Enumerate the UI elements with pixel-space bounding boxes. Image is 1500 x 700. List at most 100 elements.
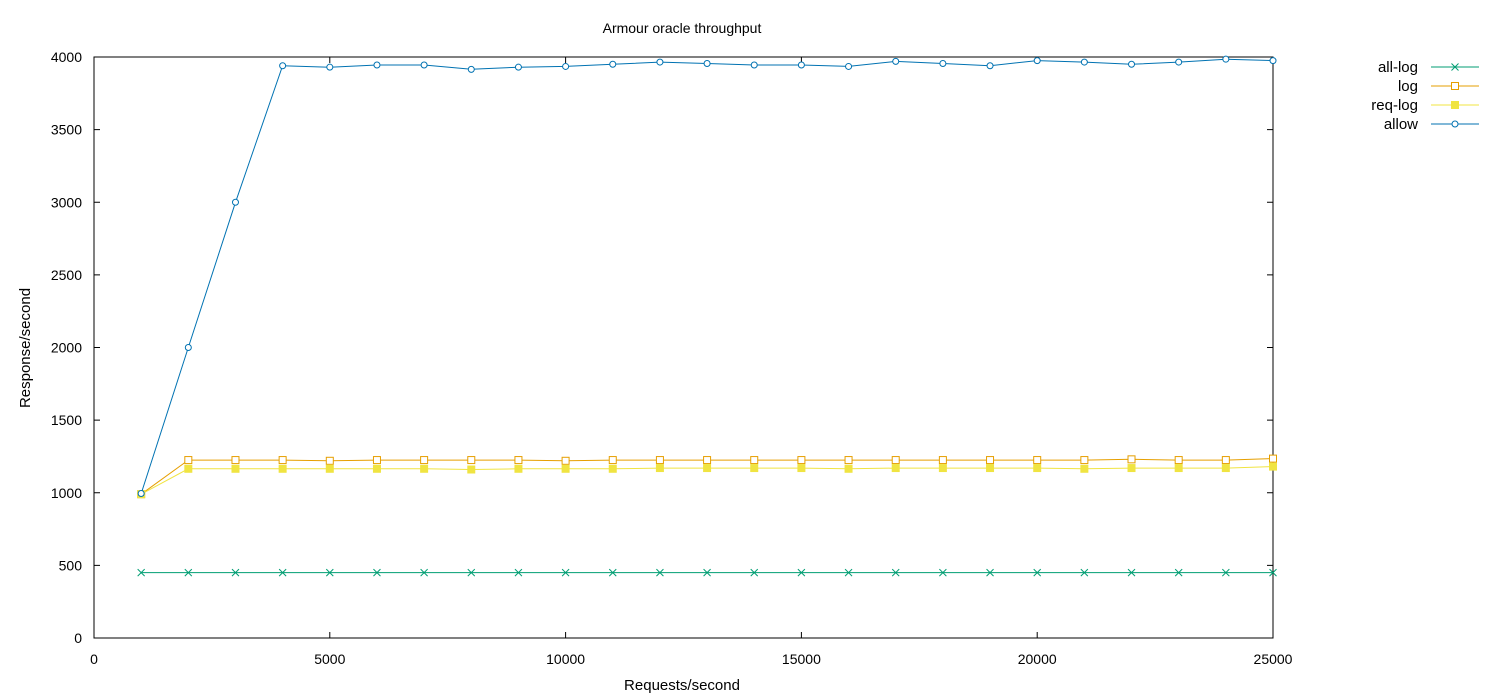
x-tick-label: 0	[90, 651, 98, 667]
data-point-log	[1033, 456, 1042, 465]
axis-ticks: 0 5000 10000 15000 20000 25000 0 500 1000 1500 200…	[51, 49, 1293, 667]
data-point-allow	[1222, 55, 1230, 63]
data-point-log	[184, 456, 193, 465]
plot-frame	[93, 56, 1274, 639]
data-point-log	[514, 456, 523, 465]
data-point-log	[372, 456, 381, 465]
y-tick-label: 2000	[51, 340, 82, 356]
data-point-req-log	[231, 464, 240, 473]
data-point-log	[844, 456, 853, 465]
data-point-all-log	[1174, 568, 1183, 577]
data-point-all-log	[561, 568, 570, 577]
x-tick-label: 20000	[1018, 651, 1057, 667]
data-point-req-log	[750, 464, 759, 473]
data-point-req-log	[561, 464, 570, 473]
data-point-all-log	[1080, 568, 1089, 577]
y-tick-label: 3000	[51, 194, 82, 210]
data-point-all-log	[278, 568, 287, 577]
data-point-all-log	[373, 568, 381, 577]
data-point-req-log	[797, 464, 806, 473]
data-point-req-log	[844, 464, 853, 473]
data-point-req-log	[278, 464, 287, 473]
data-point-allow	[420, 61, 428, 69]
data-point-log	[278, 456, 287, 465]
data-point-allow	[1128, 60, 1136, 68]
data-point-allow	[326, 63, 334, 71]
y-tick-label: 4000	[51, 49, 82, 65]
data-point-log	[561, 456, 570, 465]
legend-label: all-log	[1378, 59, 1418, 76]
data-point-req-log	[467, 465, 476, 474]
x-axis-title: Requests/second	[624, 677, 740, 694]
y-tick-label: 500	[59, 557, 83, 573]
legend-label: log	[1398, 78, 1418, 95]
data-point-all-log	[891, 568, 900, 577]
data-point-all-log	[325, 568, 334, 577]
data-point-all-log	[137, 568, 146, 577]
data-point-req-log	[655, 464, 664, 473]
data-point-allow	[750, 61, 758, 69]
series-log	[137, 454, 1277, 499]
data-point-log	[797, 456, 806, 465]
data-point-all-log	[1269, 568, 1277, 577]
data-point-log	[655, 456, 664, 465]
data-point-allow	[939, 60, 947, 68]
legend-item-all-log: all-log	[1378, 59, 1479, 76]
data-point-req-log	[184, 464, 193, 473]
data-point-allow	[892, 57, 900, 65]
data-point-allow	[609, 60, 617, 68]
data-point-all-log	[608, 568, 617, 577]
data-point-req-log	[891, 464, 900, 473]
legend-label: req-log	[1371, 97, 1418, 114]
data-point-all-log	[939, 568, 947, 577]
data-point-all-log	[1127, 568, 1136, 577]
y-tick-label: 1000	[51, 485, 82, 501]
data-point-req-log	[1080, 464, 1089, 473]
x-tick-label: 10000	[546, 651, 585, 667]
data-point-log	[325, 456, 334, 465]
data-point-allow	[184, 344, 192, 351]
data-point-log	[467, 456, 476, 465]
data-point-allow	[231, 198, 239, 206]
series-layer	[137, 55, 1277, 577]
data-point-req-log	[1127, 464, 1136, 473]
data-point-all-log	[1221, 568, 1230, 577]
data-point-req-log	[703, 464, 712, 473]
data-point-allow	[514, 63, 522, 71]
data-point-req-log	[1174, 464, 1183, 473]
data-point-log	[1080, 456, 1089, 465]
data-point-allow	[279, 62, 287, 70]
data-point-all-log	[514, 568, 523, 577]
data-point-allow	[1080, 58, 1088, 66]
data-point-allow	[656, 58, 664, 66]
legend-item-req-log: req-log	[1371, 97, 1479, 114]
series-req-log	[137, 462, 1277, 499]
data-point-log	[420, 456, 429, 465]
data-point-allow	[1033, 57, 1041, 65]
legend: all-log log req-log allow	[1371, 59, 1479, 133]
data-point-req-log	[1269, 462, 1277, 471]
data-point-allow	[1269, 57, 1277, 65]
legend-marker-allow	[1451, 120, 1459, 128]
series-line-allow	[140, 58, 1274, 494]
legend-item-allow: allow	[1384, 116, 1479, 133]
data-point-all-log	[986, 568, 994, 577]
data-point-allow	[1175, 58, 1183, 66]
data-point-all-log	[231, 568, 240, 577]
data-point-req-log	[372, 464, 381, 473]
data-point-all-log	[420, 568, 428, 577]
data-point-allow	[137, 489, 145, 497]
data-point-log	[231, 456, 240, 465]
data-point-req-log	[1221, 464, 1230, 473]
x-tick-label: 15000	[782, 651, 821, 667]
data-point-req-log	[514, 464, 523, 473]
x-tick-label: 25000	[1254, 651, 1293, 667]
data-point-allow	[467, 65, 475, 73]
y-tick-label: 0	[74, 630, 82, 646]
data-point-allow	[562, 62, 570, 70]
chart-title: Armour oracle throughput	[603, 20, 762, 36]
data-point-allow	[703, 60, 711, 68]
data-point-all-log	[656, 568, 664, 577]
data-point-req-log	[608, 464, 617, 473]
